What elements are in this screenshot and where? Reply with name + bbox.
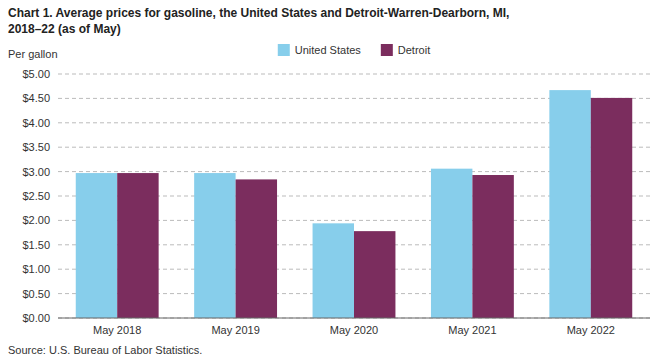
y-tick-label: $5.00 [22, 68, 50, 80]
y-tick-label: $1.00 [22, 263, 50, 275]
y-tick-label: $1.50 [22, 239, 50, 251]
bar [76, 173, 117, 318]
y-tick-label: $3.50 [22, 141, 50, 153]
bars [76, 90, 632, 318]
y-tick-label: $2.00 [22, 214, 50, 226]
x-tick-label: May 2019 [211, 324, 259, 336]
x-tick-label: May 2018 [93, 324, 141, 336]
grid-line [58, 318, 650, 319]
title: Chart 1. Average prices for gasoline, th… [8, 6, 509, 20]
bar [313, 223, 354, 318]
legend-label: Detroit [398, 44, 430, 56]
bar [431, 169, 472, 318]
y-tick-label: $3.00 [22, 166, 50, 178]
x-axis-line [58, 318, 650, 319]
y-tick-label: $4.00 [22, 117, 50, 129]
bar [236, 179, 277, 318]
legend-swatch [381, 44, 393, 56]
source: Source: U.S. Bureau of Labor Statistics. [8, 344, 202, 356]
y-tick-label: $0.50 [22, 288, 50, 300]
bar [194, 173, 235, 318]
bar [549, 90, 590, 318]
x-tick-label: May 2022 [567, 324, 615, 336]
bar [354, 231, 395, 318]
legend-swatch [278, 44, 290, 56]
legend: United States Detroit [278, 44, 430, 56]
y-tick-label: $2.50 [22, 190, 50, 202]
y-axis-label: Per gallon [8, 48, 58, 60]
grid [58, 74, 650, 318]
chart: Chart 1. Average prices for gasoline, th… [0, 0, 661, 361]
y-tick-label: $4.50 [22, 92, 50, 104]
bar [117, 173, 158, 318]
x-tick-label: May 2020 [330, 324, 378, 336]
bar [472, 175, 513, 318]
y-tick-label: $0.00 [22, 312, 50, 324]
subtitle: 2018–22 (as of May) [8, 22, 121, 36]
bar [591, 98, 632, 318]
grid-line [58, 74, 650, 75]
x-tick-label: May 2021 [448, 324, 496, 336]
legend-label: United States [295, 44, 362, 56]
